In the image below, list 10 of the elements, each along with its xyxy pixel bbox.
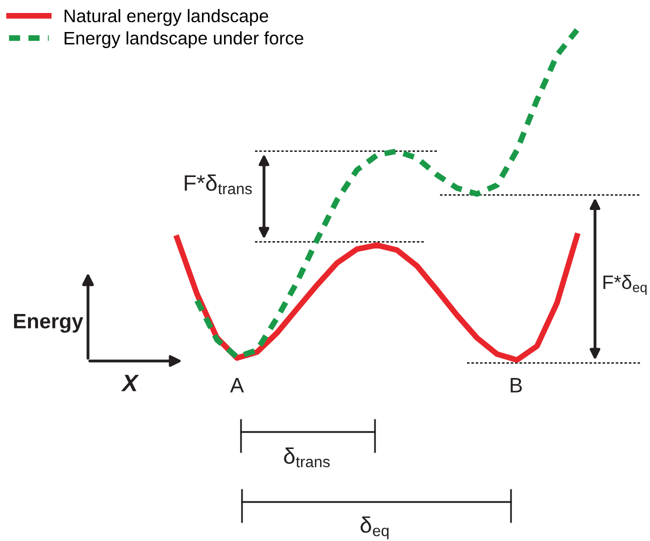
text: δ$_{eq}$ <box>360 516 389 540</box>
text: X <box>121 374 140 392</box>
text: δ$_{trans}$ <box>284 448 330 468</box>
text: F*δ$_{eq}$ <box>603 274 647 295</box>
annotation: F*δ$_{trans}$ <box>184 174 252 194</box>
text: A <box>230 378 244 392</box>
text: B <box>510 378 522 392</box>
legend-label: Energy landscape under force <box>64 31 304 48</box>
legend-label: Natural energy landscape <box>64 9 268 26</box>
text: Energy <box>14 314 84 333</box>
